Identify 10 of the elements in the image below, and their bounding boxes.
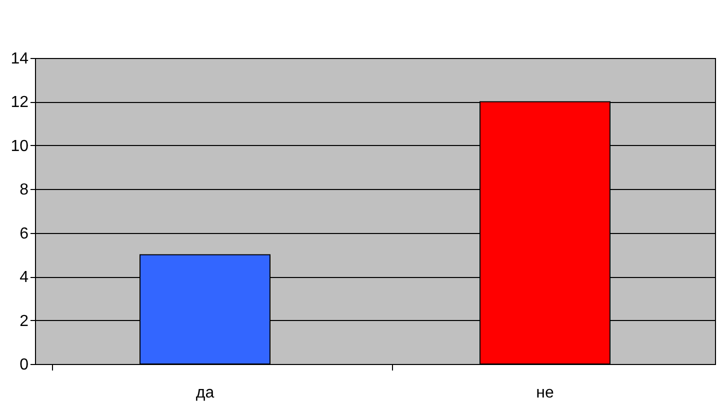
y-tick-label: 6 bbox=[20, 225, 29, 242]
y-tick-label: 8 bbox=[20, 182, 29, 199]
y-tick-label: 14 bbox=[10, 50, 29, 68]
x-tick-label: да bbox=[196, 384, 214, 402]
y-tick-label: 12 bbox=[10, 94, 29, 112]
y-tick-label: 2 bbox=[20, 312, 29, 330]
x-tick-label: не bbox=[536, 384, 554, 402]
y-tick-label: 10 bbox=[10, 138, 29, 155]
y-tick-label: 4 bbox=[20, 269, 29, 286]
y-tick-label: 0 bbox=[20, 356, 29, 374]
